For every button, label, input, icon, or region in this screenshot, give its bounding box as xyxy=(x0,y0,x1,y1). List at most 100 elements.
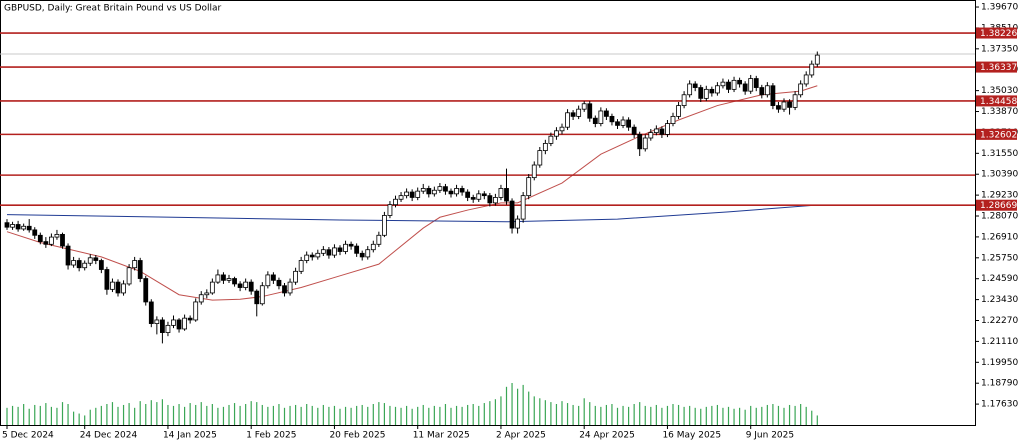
candle-body xyxy=(487,195,493,204)
plot-frame xyxy=(0,0,976,426)
chart-title: GBPUSD, Daily: Great Britain Pound vs US… xyxy=(4,4,222,14)
candle-body xyxy=(198,294,204,303)
volume-bar xyxy=(389,405,391,425)
volume-bar xyxy=(372,404,374,425)
candle-body xyxy=(465,191,471,198)
volume-bar xyxy=(505,386,508,425)
y-tick-label: 1.25750 xyxy=(981,253,1018,263)
volume-bar xyxy=(794,405,796,425)
volume-bar xyxy=(89,409,91,425)
volume-bar xyxy=(711,405,713,425)
volume-bar xyxy=(494,399,496,425)
y-tick-label: 1.23430 xyxy=(981,295,1018,305)
candle-body xyxy=(387,204,393,216)
volume-bar xyxy=(533,396,535,425)
volume-bar xyxy=(561,401,563,425)
volume-bar xyxy=(272,405,274,425)
volume-bar xyxy=(45,403,47,425)
candle-body xyxy=(770,85,776,106)
candle-body xyxy=(370,243,376,251)
volume-bar xyxy=(56,407,58,425)
volume-bar xyxy=(528,391,530,425)
volume-bar xyxy=(628,406,630,425)
volume-bar xyxy=(611,404,613,425)
x-tick-label: 16 May 2025 xyxy=(662,431,721,441)
candle-body xyxy=(193,301,199,321)
candle-body xyxy=(243,281,249,288)
candle-body xyxy=(359,252,365,258)
volume-bar xyxy=(655,404,657,425)
candle-body xyxy=(792,94,798,108)
volume-bar xyxy=(189,403,191,425)
volume-bar xyxy=(67,404,69,425)
volume-bar xyxy=(722,407,724,425)
level-label-box xyxy=(976,199,1017,211)
x-tick-label: 20 Feb 2025 xyxy=(329,431,385,441)
candle-body xyxy=(93,257,99,261)
volume-bar xyxy=(622,405,624,425)
candle-body xyxy=(737,79,742,85)
candle-body xyxy=(759,87,765,96)
candle-body xyxy=(237,283,243,288)
volume-bar xyxy=(256,402,258,425)
candle-body xyxy=(10,224,15,228)
candle-body xyxy=(110,281,115,290)
candle-body xyxy=(76,260,82,269)
volume-bar xyxy=(195,404,197,425)
x-tick-label: 24 Dec 2024 xyxy=(80,431,138,441)
volume-bar xyxy=(750,405,752,425)
volume-bar xyxy=(605,404,607,425)
candle-body xyxy=(343,243,348,252)
candle-body xyxy=(221,274,226,281)
candle-body xyxy=(692,83,698,88)
y-tick-label: 1.37350 xyxy=(981,44,1018,54)
volume-bar xyxy=(245,404,247,425)
candle-body xyxy=(270,274,276,281)
volume-bar xyxy=(650,406,652,425)
volume-bar xyxy=(106,404,108,425)
volume-bar xyxy=(439,406,441,425)
volume-bar xyxy=(616,407,619,425)
candle-body xyxy=(326,249,332,256)
candle-body xyxy=(764,85,770,96)
volume-bar xyxy=(428,407,430,425)
candle-body xyxy=(659,128,665,135)
candle-body xyxy=(259,285,265,305)
candle-body xyxy=(137,260,143,279)
candle-body xyxy=(542,143,548,152)
candle-body xyxy=(726,81,731,90)
volume-bar xyxy=(644,405,646,425)
volume-bar xyxy=(156,402,158,425)
y-tick-label: 1.29230 xyxy=(981,191,1018,201)
volume-bar xyxy=(278,404,280,425)
candle-body xyxy=(393,198,398,206)
candle-body xyxy=(631,126,637,135)
candle-body xyxy=(670,115,676,124)
volume-bar xyxy=(200,402,202,425)
candle-body xyxy=(576,108,582,117)
volume-bar xyxy=(339,408,341,425)
candle-body xyxy=(637,134,643,150)
volume-bar xyxy=(50,406,52,425)
volume-bar xyxy=(489,401,491,425)
candle-body xyxy=(215,274,221,283)
candle-body xyxy=(681,94,687,106)
volume-bar xyxy=(406,405,408,425)
candle-body xyxy=(709,88,715,94)
candle-body xyxy=(49,236,54,245)
volume-bar xyxy=(700,408,702,425)
volume-bar xyxy=(500,396,502,425)
level-label: 1.28669 xyxy=(980,201,1017,211)
volume-bar xyxy=(233,403,236,425)
volume-bar xyxy=(472,404,474,425)
volume-bar xyxy=(228,404,230,425)
volume-bar xyxy=(733,408,735,425)
volume-bar xyxy=(333,405,336,425)
level-label: 1.36337 xyxy=(980,63,1017,73)
candle-body xyxy=(592,117,598,124)
volume-bar xyxy=(450,407,452,425)
candle-body xyxy=(609,115,615,123)
volume-bar xyxy=(444,404,447,425)
candle-body xyxy=(148,301,154,324)
candle-body xyxy=(665,123,670,135)
